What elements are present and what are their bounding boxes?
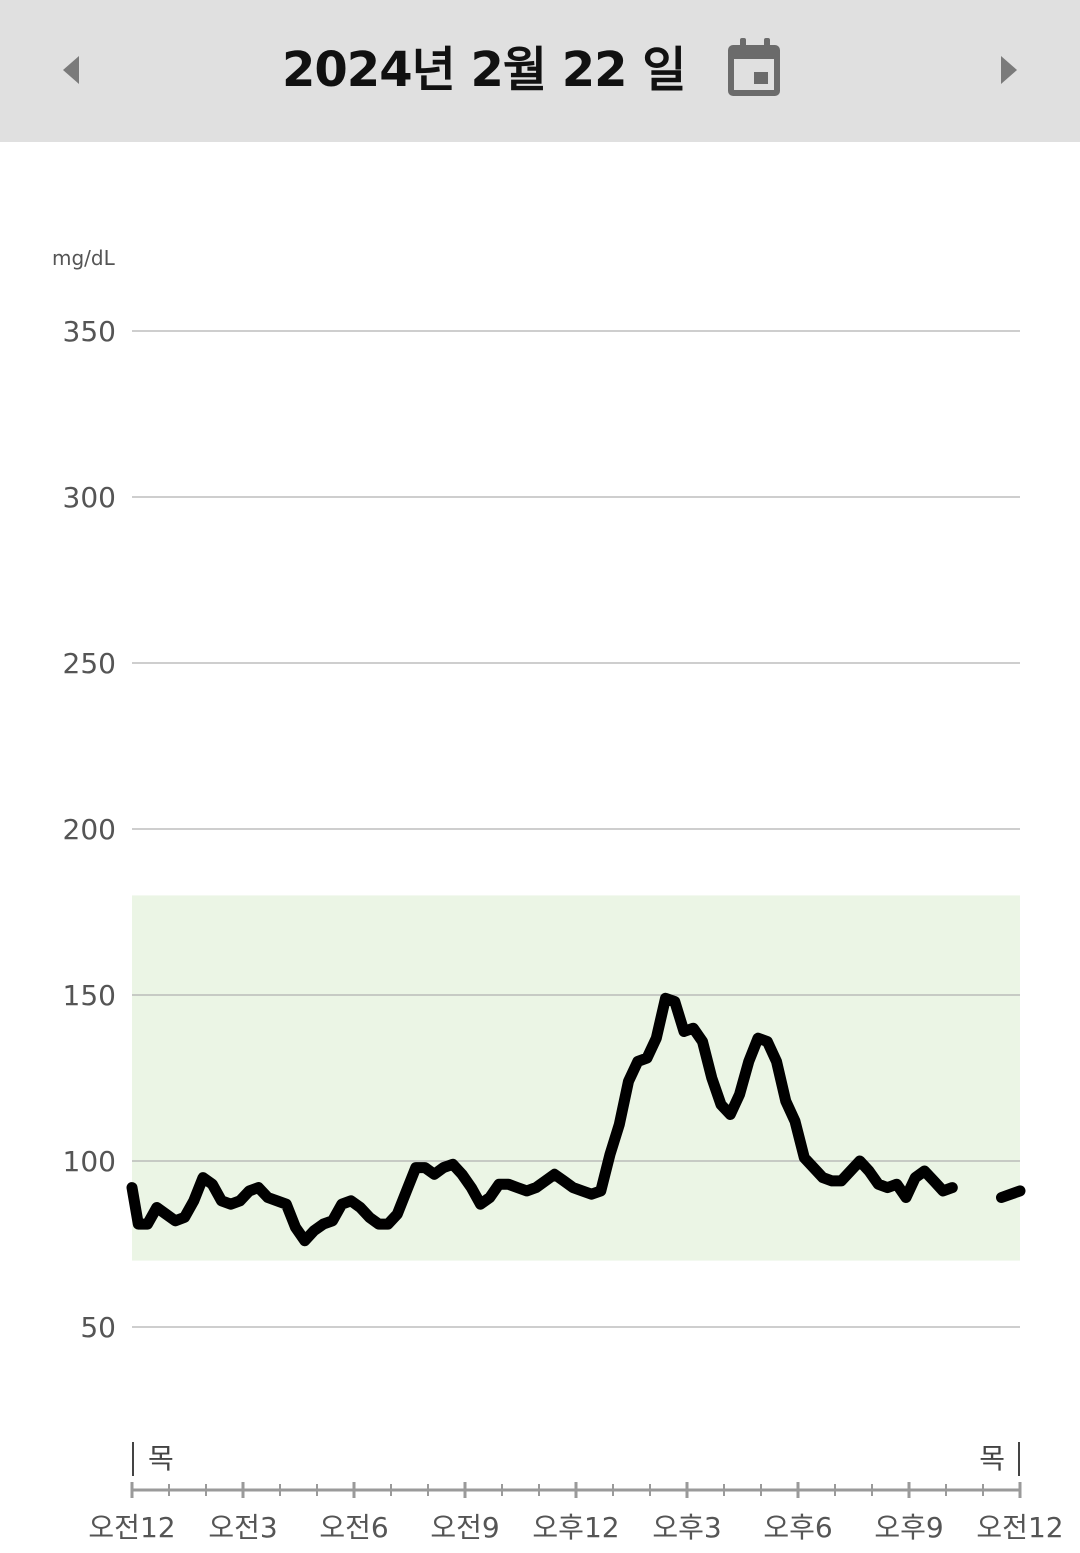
- glucose-line-segment: [996, 1185, 1026, 1203]
- y-tick-label: 200: [63, 813, 116, 846]
- x-tick-label: 오후6: [763, 1511, 832, 1544]
- x-tick-label: 오전12: [88, 1511, 175, 1544]
- triangle-left-icon: [63, 56, 79, 84]
- previous-day-button[interactable]: [49, 46, 93, 94]
- x-tick-label: 오전12: [976, 1511, 1063, 1544]
- calendar-icon: [728, 38, 780, 96]
- day-label-end: 목: [979, 1442, 1005, 1475]
- y-tick-label: 100: [63, 1145, 116, 1178]
- x-tick-label: 오후9: [874, 1511, 943, 1544]
- day-label-start: 목: [148, 1442, 174, 1475]
- y-tick-label: 300: [63, 481, 116, 514]
- glucose-chart-svg: mg/dL 350 300 250 200 150 100 50 오전12 오전3 오전6 오전9…: [52, 246, 1064, 1544]
- x-tick-label: 오후3: [652, 1511, 721, 1544]
- y-tick-label: 350: [63, 315, 116, 348]
- x-tick-label: 오전3: [208, 1511, 277, 1544]
- x-tick-label: 오전9: [430, 1511, 499, 1544]
- x-tick-label: 오전6: [319, 1511, 388, 1544]
- next-day-button[interactable]: [987, 46, 1031, 94]
- target-range-band: [132, 895, 1020, 1261]
- triangle-right-icon: [1001, 56, 1017, 84]
- glucose-chart: mg/dL 350 300 250 200 150 100 50 오전12 오전3 오전6 오전9…: [0, 142, 1080, 1553]
- glucose-line-segment: [126, 992, 958, 1247]
- y-tick-label: 50: [80, 1311, 116, 1344]
- y-tick-label: 150: [63, 979, 116, 1012]
- y-tick-label: 250: [63, 647, 116, 680]
- x-tick-label: 오후12: [532, 1511, 619, 1544]
- unit-label: mg/dL: [52, 246, 116, 270]
- date-navigation-header: 2024년 2월 22 일: [0, 0, 1080, 142]
- calendar-button[interactable]: [722, 36, 786, 100]
- date-title: 2024년 2월 22 일: [282, 42, 686, 98]
